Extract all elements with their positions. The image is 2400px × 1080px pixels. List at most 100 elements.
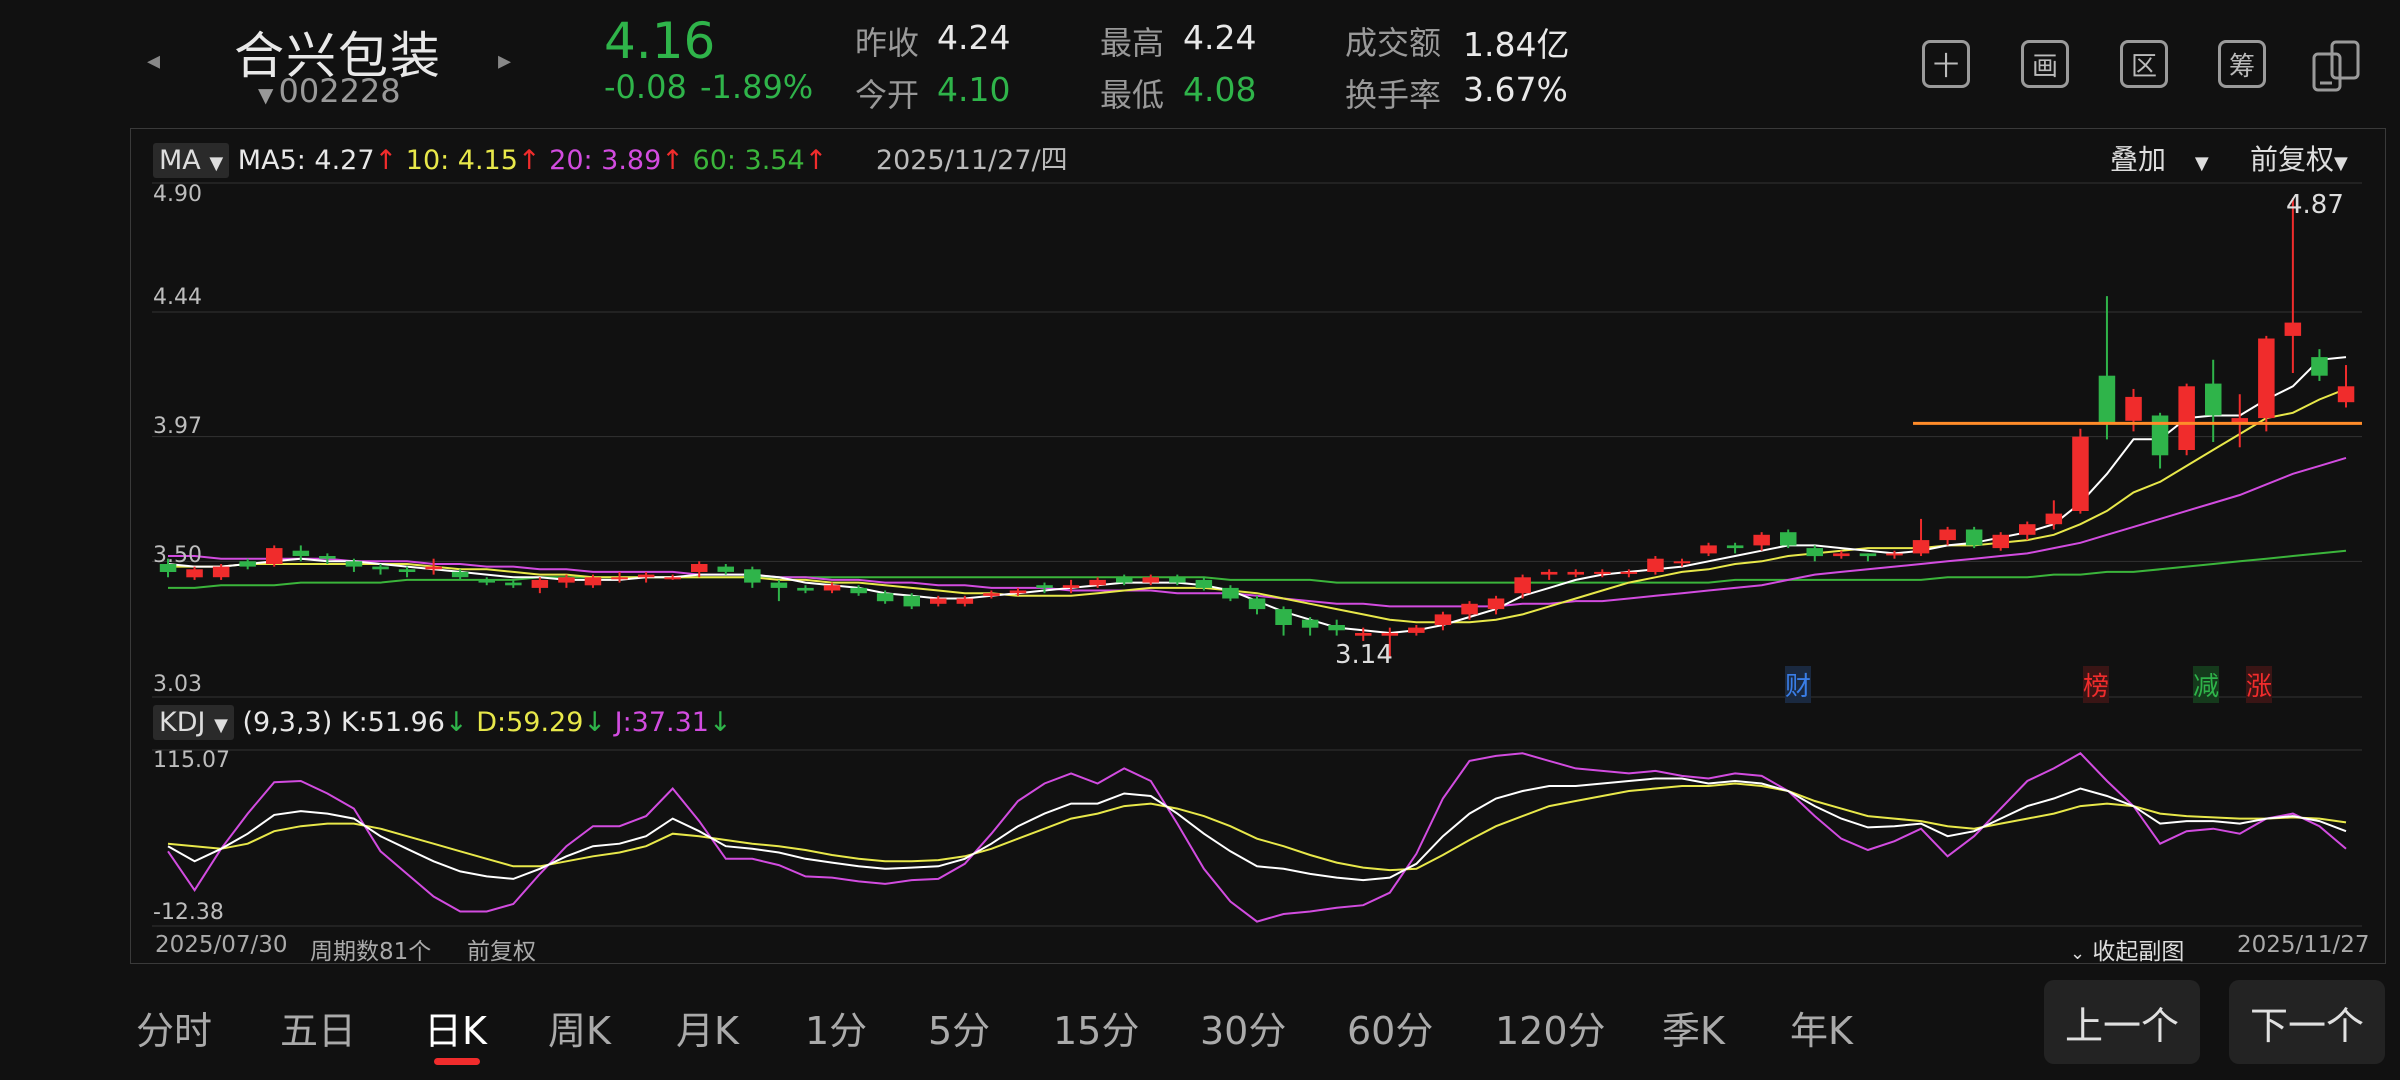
kdj-k-line [167, 777, 2347, 882]
candle-body [1381, 633, 1399, 636]
candle-body [2178, 386, 2195, 450]
candle-body [1116, 577, 1133, 583]
candle-body [1275, 609, 1292, 625]
candle-body [212, 566, 230, 578]
crosshair-button[interactable]: 十 [1922, 40, 1970, 88]
prev-close-value: 4.24 [937, 18, 1011, 57]
candle-body [1700, 545, 1717, 554]
candle-body [505, 582, 522, 586]
open-value: 4.10 [937, 70, 1011, 109]
candle-body [1328, 625, 1345, 631]
rotate-screen-button[interactable] [2310, 36, 2366, 98]
candle-body [691, 564, 708, 572]
candle-body [1248, 598, 1266, 610]
candle-body [850, 587, 867, 594]
candle-body [159, 564, 177, 572]
candle-body [2311, 357, 2328, 376]
candle-body [1062, 585, 1080, 588]
candle-body [797, 587, 814, 591]
kdj-k-value: K:51.96 [340, 707, 445, 738]
range-button[interactable]: 区 [2120, 40, 2168, 88]
candle-body [1355, 633, 1372, 636]
candle-body [1912, 540, 1930, 554]
tab-daily-k[interactable]: 日K [424, 1009, 487, 1053]
high-label: 最高 [1100, 24, 1165, 62]
kdj-d-value: D:59.29 [476, 707, 584, 738]
candle-body [1487, 598, 1505, 610]
adjust-dropdown[interactable]: 前复权▼ [2250, 143, 2348, 176]
candle-body [1726, 545, 1744, 549]
event-marker-reduce[interactable]: 减 [2193, 666, 2220, 703]
tab-weekly-k[interactable]: 周K [548, 1009, 611, 1053]
chips-icon: 筹 [2228, 51, 2255, 82]
candle-body [2337, 386, 2355, 403]
tab-1min[interactable]: 1分 [805, 1009, 868, 1053]
prev-stock-button[interactable]: ◂ [147, 46, 161, 76]
candle-body [2205, 383, 2222, 416]
candle-body [1594, 571, 1611, 574]
current-price: 4.16 [604, 12, 716, 70]
next-item-button[interactable]: 下一个 [2229, 980, 2385, 1064]
caret-down-icon: ▼ [209, 153, 224, 174]
arrow-up-icon: ↑ [804, 145, 828, 176]
candle-body [1089, 579, 1106, 586]
candle-body [1753, 534, 1770, 546]
stock-code: 002228 [278, 72, 401, 110]
arrow-down-icon: ↓ [708, 707, 732, 738]
draw-button[interactable]: 画 [2021, 40, 2069, 88]
kdj-selector[interactable]: KDJ ▼ [153, 705, 234, 740]
chips-button[interactable]: 筹 [2218, 40, 2266, 88]
tab-60min[interactable]: 60分 [1347, 1009, 1434, 1053]
tab-5min[interactable]: 5分 [928, 1009, 991, 1053]
price-change: -0.08 [604, 68, 687, 106]
tab-five-day[interactable]: 五日 [280, 1009, 357, 1053]
candle-body [425, 566, 442, 570]
price-axis-min: 3.03 [153, 672, 202, 697]
tab-120min[interactable]: 120分 [1495, 1009, 1606, 1053]
candle-body [2231, 418, 2248, 424]
collapse-subchart-button[interactable]: ⌄ 收起副图 [2070, 939, 2185, 965]
candle-body [1514, 577, 1531, 594]
tab-quarterly-k[interactable]: 季K [1662, 1009, 1725, 1053]
prev-item-button[interactable]: 上一个 [2044, 980, 2200, 1064]
tab-15min[interactable]: 15分 [1053, 1009, 1140, 1053]
candle-body [1461, 603, 1478, 615]
event-marker-rise[interactable]: 涨 [2246, 666, 2273, 703]
candle-body [717, 566, 734, 572]
candle-body [531, 579, 549, 588]
kdj-indicator-row: KDJ ▼ (9,3,3) K:51.96↓ D:59.29↓ J:37.31↓ [153, 705, 732, 740]
event-marker-list[interactable]: 榜 [2083, 666, 2110, 703]
ma-selector[interactable]: MA ▼ [153, 143, 230, 178]
active-tab-indicator [434, 1058, 480, 1065]
tab-yearly-k[interactable]: 年K [1790, 1009, 1853, 1053]
candle-body [1408, 627, 1425, 633]
kdj-axis-min: -12.38 [153, 900, 224, 925]
candle-body [558, 577, 575, 583]
caret-down-icon: ▼ [214, 715, 228, 736]
candle-body [1780, 532, 1797, 546]
candle-body [239, 561, 256, 567]
arrow-down-icon: ↓ [583, 707, 607, 738]
candlestick-chart[interactable] [0, 0, 2400, 960]
candle-body [1222, 587, 1239, 599]
cursor-date: 2025/11/27/四 [875, 145, 1068, 176]
candle-body [1567, 571, 1584, 575]
tab-30min[interactable]: 30分 [1200, 1009, 1287, 1053]
amount-value: 1.84亿 [1463, 25, 1570, 64]
candle-body [319, 556, 336, 559]
tab-intraday[interactable]: 分时 [136, 1009, 213, 1053]
next-stock-button[interactable]: ▸ [498, 46, 512, 76]
candle-body [983, 593, 1000, 596]
candle-body [398, 569, 416, 572]
candle-body [664, 577, 681, 580]
high-value: 4.24 [1183, 18, 1257, 57]
event-marker-finance[interactable]: 财 [1785, 666, 1812, 703]
stock-code-selector[interactable]: ▼ 002228 [258, 72, 401, 110]
overlay-dropdown[interactable]: 叠加 ▼ [2110, 143, 2209, 176]
candle-body [292, 550, 310, 556]
tab-monthly-k[interactable]: 月K [676, 1009, 739, 1053]
candle-body [2098, 375, 2116, 424]
rotate-screen-icon [2312, 40, 2360, 92]
kdj-j-line [167, 752, 2347, 923]
high-price-mark: 4.87 [2286, 190, 2344, 220]
